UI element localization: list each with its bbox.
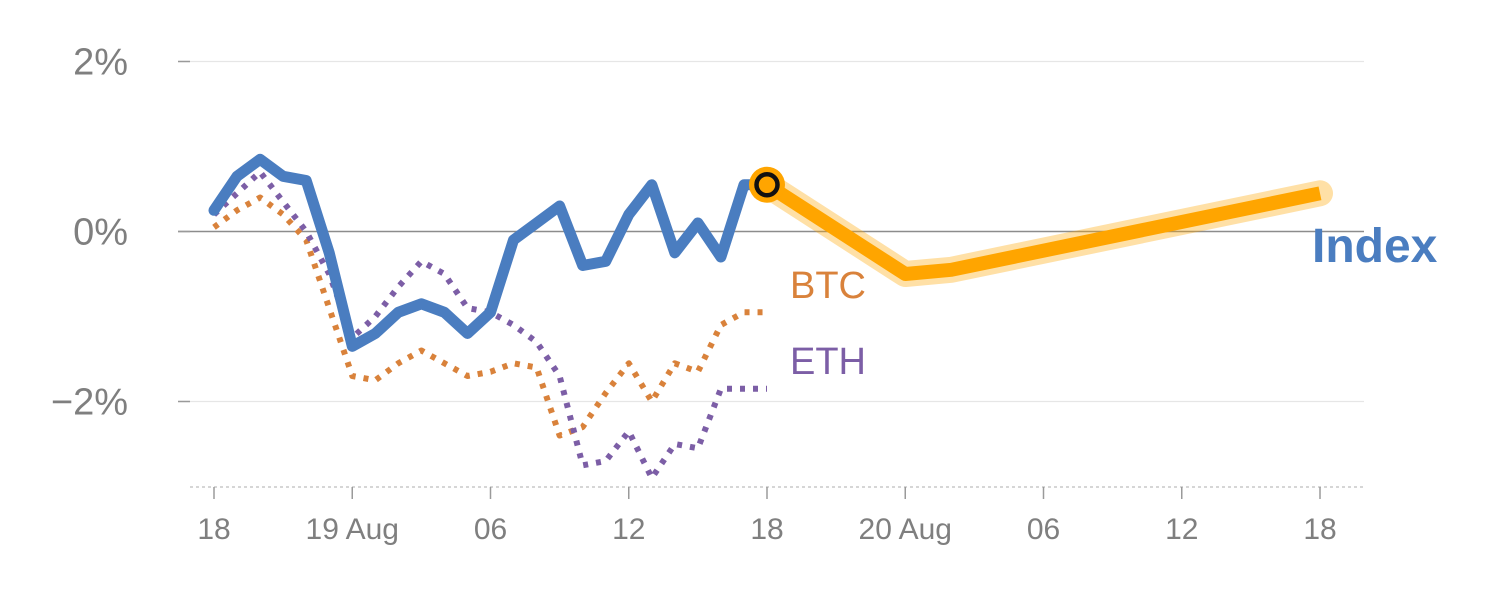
label-layer: BTC ETH Index <box>790 220 1438 383</box>
xtick-label: 18 <box>1303 513 1336 546</box>
xtick-label: 12 <box>1165 513 1198 546</box>
ytick-label: 0% <box>73 212 128 254</box>
ytick-label: 2% <box>73 42 128 84</box>
index-label: Index <box>1312 220 1438 273</box>
xtick-label: 18 <box>750 513 783 546</box>
xtick-label: 06 <box>474 513 507 546</box>
axis-layer: 2% 0% −2% 18 19 Aug 06 12 18 20 Aug 06 12 18 <box>51 42 1364 546</box>
index-forecast-line <box>763 178 1322 281</box>
ytick-label: −2% <box>51 382 128 424</box>
xtick-label: 18 <box>197 513 230 546</box>
index-line <box>208 153 773 352</box>
btc-line <box>212 194 767 439</box>
xtick-label: 06 <box>1027 513 1060 546</box>
series-layer <box>208 153 1333 481</box>
index-forecast-halo <box>754 171 1333 287</box>
current-value-marker <box>754 172 780 198</box>
eth-line <box>211 169 767 481</box>
xtick-label: 20 Aug <box>859 513 952 546</box>
btc-label: BTC <box>790 265 866 307</box>
eth-label: ETH <box>790 341 866 383</box>
xtick-label: 12 <box>612 513 645 546</box>
xtick-label: 19 Aug <box>306 513 399 546</box>
